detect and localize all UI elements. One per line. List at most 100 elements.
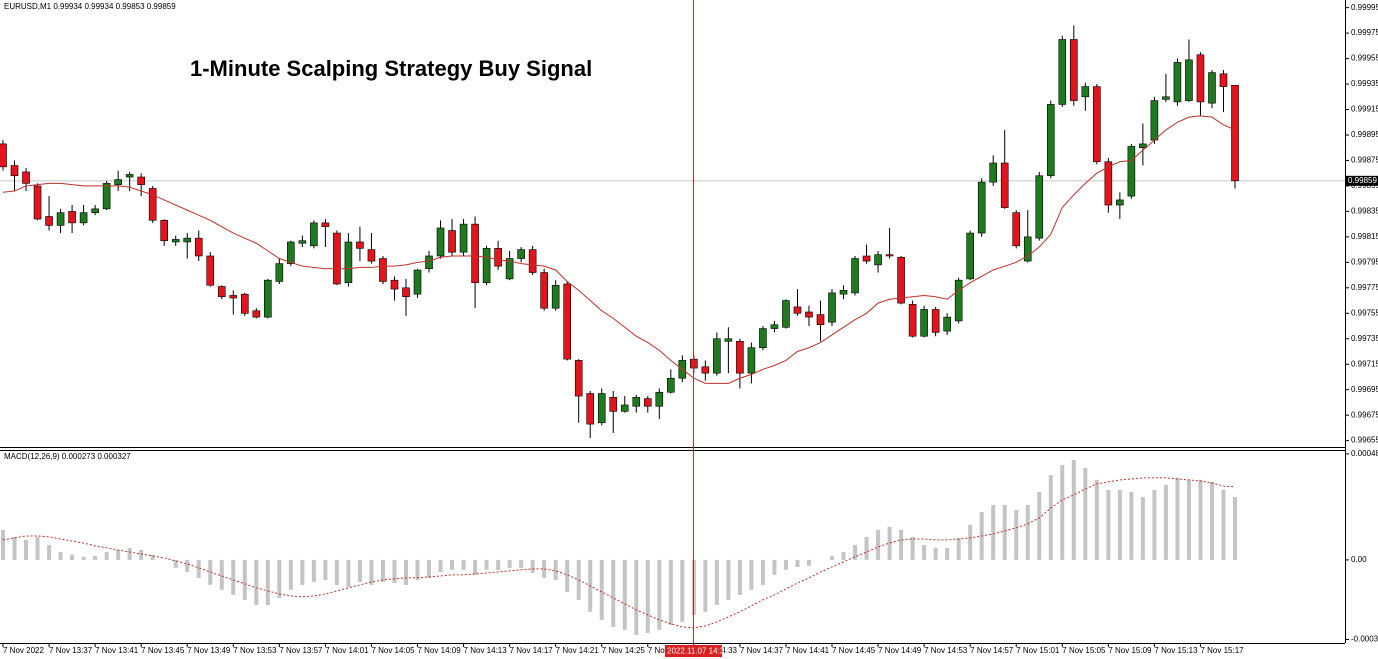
macd-bar <box>830 555 835 560</box>
x-tick-label: 7 Nov 13:37 <box>49 646 93 655</box>
candle-body <box>747 347 756 374</box>
candle-body <box>344 241 353 284</box>
candle-body <box>22 171 30 184</box>
macd-bar <box>1186 479 1191 560</box>
macd-bar <box>714 559 719 605</box>
candle-body <box>551 284 560 309</box>
candle-body <box>402 287 410 298</box>
macd-bar <box>1060 464 1065 560</box>
macd-bar <box>795 559 800 567</box>
macd-bar <box>933 547 938 560</box>
candle-body <box>563 283 571 360</box>
macd-bar <box>185 559 190 572</box>
candle-body <box>701 366 710 374</box>
candle-body <box>1139 143 1147 149</box>
candle-body <box>1185 59 1193 101</box>
macd-bar <box>876 530 881 560</box>
candle-body <box>805 311 813 318</box>
x-tick-label: 7 Nov 14:21 <box>556 646 600 655</box>
macd-bar <box>173 559 178 568</box>
y-tick-label: 0.99955 <box>1351 54 1378 63</box>
macd-bar <box>1025 504 1030 560</box>
y-tick-label: 0.99775 <box>1351 283 1378 292</box>
y-tick-label: 0.99935 <box>1351 79 1378 88</box>
x-tick-label: 7 Nov 13:57 <box>279 646 323 655</box>
candle-body <box>759 328 767 348</box>
candle-body <box>310 222 318 247</box>
candle-body <box>874 254 882 266</box>
candle-body <box>609 397 618 412</box>
macd-panel <box>1 459 1237 635</box>
candle-body <box>1035 175 1044 239</box>
candle-body <box>356 241 364 249</box>
candle-body <box>471 223 479 284</box>
candle-body <box>1196 54 1205 103</box>
macd-bar <box>657 559 662 630</box>
candle-body <box>367 249 376 262</box>
candle-body <box>816 314 825 326</box>
macd-bar <box>599 559 604 620</box>
candle-body <box>1081 86 1090 98</box>
macd-bar <box>772 559 777 575</box>
candle-body <box>390 279 399 290</box>
y-tick-label: 0.99755 <box>1351 308 1378 317</box>
macd-bar <box>899 530 904 560</box>
macd-bar <box>806 559 811 566</box>
macd-bar <box>484 559 489 570</box>
signal-line <box>2 477 1236 629</box>
x-tick-label: 7 Nov 2022 <box>3 646 44 655</box>
candle-body <box>333 232 341 285</box>
candle-body <box>1150 100 1159 141</box>
macd-bar <box>1094 479 1099 560</box>
macd-bar <box>1198 479 1203 560</box>
y-tick-label: 0.99875 <box>1351 156 1378 165</box>
macd-bar <box>737 559 742 595</box>
macd-bar <box>346 559 351 587</box>
candle-body <box>56 212 65 226</box>
macd-bar <box>1071 459 1076 560</box>
macd-bar <box>910 536 915 560</box>
y-tick-label: 0.99675 <box>1351 410 1378 419</box>
x-tick-label: 7 Nov 14:25 <box>602 646 646 655</box>
macd-bar <box>323 559 328 580</box>
macd-bar <box>47 544 52 560</box>
y-tick-label: 0.00 <box>1351 555 1367 564</box>
candle-body <box>1093 86 1101 163</box>
x-tick-label: 7 Nov 14:37 <box>740 646 784 655</box>
candle-body <box>1012 212 1021 247</box>
candle-body <box>528 249 537 273</box>
candle-body <box>160 220 168 241</box>
macd-bar <box>392 559 397 583</box>
macd-bar <box>369 559 374 585</box>
candle-body <box>494 248 502 267</box>
macd-bar <box>150 554 155 560</box>
y-tick-label: 0.99995 <box>1351 3 1378 12</box>
macd-bar <box>300 559 305 585</box>
macd-bar <box>12 536 17 560</box>
macd-bar <box>853 544 858 560</box>
candle-body <box>574 360 583 397</box>
candle-body <box>597 393 606 424</box>
macd-bar <box>760 559 765 585</box>
macd-bar <box>1209 481 1214 560</box>
candle-body <box>977 181 986 234</box>
candle-body <box>1173 62 1182 103</box>
macd-bar <box>380 559 385 582</box>
x-tick-label: 7 Nov 13:49 <box>187 646 231 655</box>
candle-body <box>298 240 307 244</box>
macd-bar <box>1221 489 1226 560</box>
macd-bar <box>565 559 570 593</box>
y-tick-label: 0.99655 <box>1351 436 1378 445</box>
macd-bar <box>70 554 75 560</box>
y-tick-label: 0.000482 <box>1351 449 1378 458</box>
candle-body <box>885 254 894 257</box>
candle-body <box>482 248 491 284</box>
macd-bar <box>703 559 708 612</box>
x-tick-label: 7 Nov 14:41 <box>786 646 830 655</box>
macd-bar <box>726 559 731 600</box>
candle-body <box>240 293 249 314</box>
candle-body <box>1046 104 1055 177</box>
macd-bar <box>427 559 432 578</box>
candle-body <box>655 391 664 407</box>
candle-body <box>862 255 871 262</box>
